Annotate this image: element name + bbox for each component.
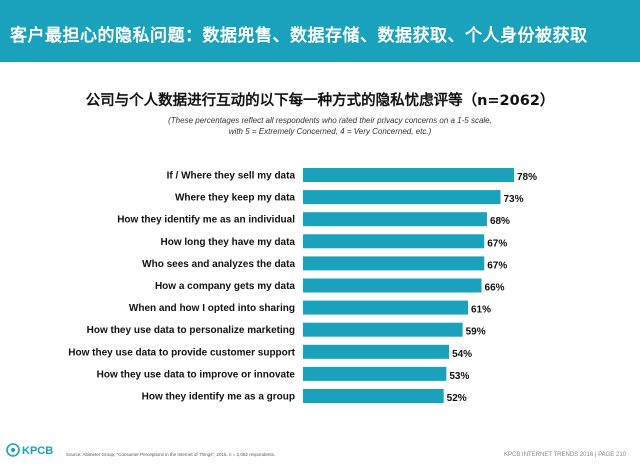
value-label: 73% <box>503 194 523 205</box>
category-label: How they use data to improve or innovate <box>97 369 296 380</box>
chart-title: 公司与个人数据进行互动的以下每一种方式的隐私忧虑评等（n=2062） <box>85 93 555 109</box>
bar <box>303 389 444 403</box>
value-label: 68% <box>490 216 510 227</box>
footer-trend-label: KPCB INTERNET TRENDS 2016 | PAGE <box>504 452 615 458</box>
bar <box>303 300 469 315</box>
bar <box>303 322 463 337</box>
category-label: If / Where they sell my data <box>167 171 296 182</box>
value-label: 67% <box>487 238 507 249</box>
value-label: 54% <box>452 349 472 360</box>
bar <box>303 234 485 249</box>
value-label: 78% <box>517 172 537 183</box>
value-label: 66% <box>485 283 505 294</box>
bar <box>303 278 482 293</box>
title-bar: 客户最担心的隐私问题：数据兜售、数据存储、数据获取、个人身份被获取 <box>0 0 640 62</box>
value-label: 67% <box>487 260 507 271</box>
category-label: Who sees and analyzes the data <box>142 259 295 270</box>
bar <box>303 168 514 182</box>
category-label: How they use data to provide customer su… <box>68 347 295 358</box>
value-label: 59% <box>466 327 486 338</box>
value-label: 53% <box>449 371 469 382</box>
kpcb-logo: KPCB <box>6 443 53 457</box>
bar <box>303 190 501 205</box>
bar <box>303 256 485 271</box>
category-label: How they use data to personalize marketi… <box>87 325 295 336</box>
footer-page-number: 210 <box>615 452 626 458</box>
bar <box>303 366 447 381</box>
category-label: How a company gets my data <box>155 281 295 292</box>
value-label: 52% <box>447 393 467 404</box>
chart-subtitle-line1: (These percentages reflect all responden… <box>168 116 492 125</box>
logo-text: KPCB <box>22 445 53 457</box>
category-label: How long they have my data <box>161 237 296 248</box>
bar <box>303 212 487 227</box>
source-note: Source: Altimeter Group, "Consumer Perce… <box>66 452 276 457</box>
category-label: How they identify me as a group <box>142 392 295 403</box>
category-label: Where they keep my data <box>175 193 295 204</box>
slide-title: 客户最担心的隐私问题：数据兜售、数据存储、数据获取、个人身份被获取 <box>10 26 588 46</box>
bar <box>303 344 450 359</box>
value-label: 61% <box>471 305 491 316</box>
chart-subtitle-line2: with 5 = Extremely Concerned, 4 = Very C… <box>228 127 432 136</box>
category-label: When and how I opted into sharing <box>129 303 295 314</box>
footer-page-info: KPCB INTERNET TRENDS 2016 | PAGE 210 <box>504 452 626 458</box>
category-label: How they identify me as an individual <box>117 215 295 226</box>
